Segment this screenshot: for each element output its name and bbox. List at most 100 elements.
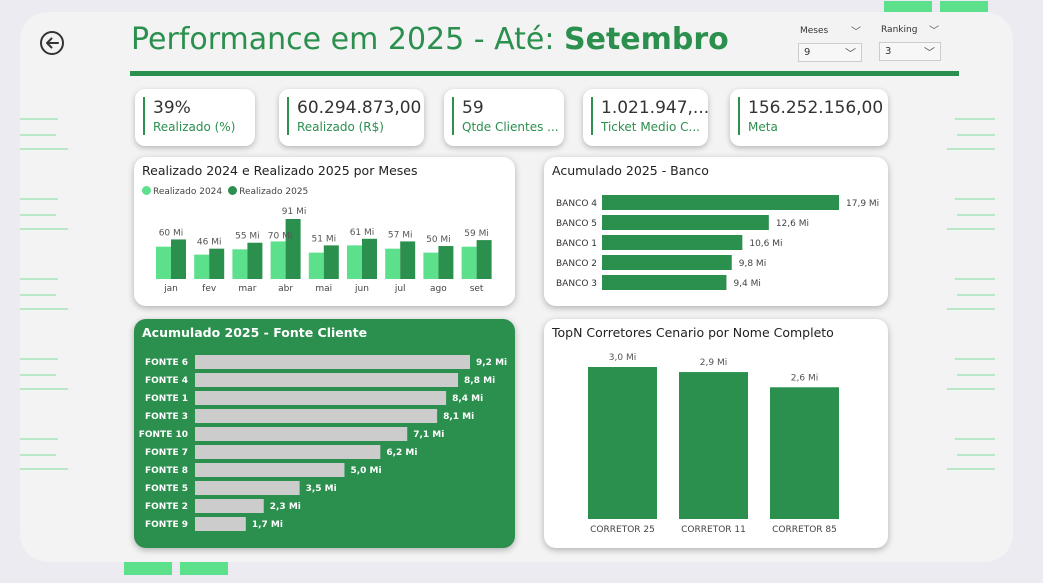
ranking-dropdown[interactable]: 3 ﹀ xyxy=(879,42,941,61)
side-line xyxy=(947,308,995,310)
x-tick-label: fev xyxy=(202,284,217,294)
page-title: Performance em 2025 - Até: Setembro xyxy=(131,22,729,57)
kpi-label: Realizado (%) xyxy=(153,120,236,134)
bottom-accent-bar xyxy=(180,561,228,575)
x-tick-label: CORRETOR 25 xyxy=(590,525,655,535)
bar-fonte-8[interactable] xyxy=(195,463,345,477)
side-line xyxy=(957,454,995,456)
kpi-card-realizado-rs[interactable]: 60.294.873,00 Realizado (R$) xyxy=(279,89,424,146)
bar-abr-2024[interactable] xyxy=(270,241,286,279)
bottom-accent-bar xyxy=(124,561,172,575)
monthly-bar-chart[interactable]: 60 Mi jan 46 Mi fev 55 Mi mar 70 Mi 91 Mi abr 51 … xyxy=(134,157,515,306)
x-tick-label: set xyxy=(470,284,484,294)
bar-mar-2024[interactable] xyxy=(232,249,248,279)
bar-jan-2025[interactable] xyxy=(171,239,186,279)
y-tick-label: FONTE 5 xyxy=(145,484,188,494)
bar-corretor-85[interactable] xyxy=(770,387,839,519)
y-tick-label: FONTE 2 xyxy=(145,502,188,512)
legend-dot-icon xyxy=(142,186,151,195)
chart-title: Acumulado 2025 - Fonte Cliente xyxy=(142,325,368,340)
legend-label: Realizado 2025 xyxy=(239,187,309,197)
side-line xyxy=(20,308,68,310)
bar-corretor-11[interactable] xyxy=(679,372,748,519)
bar-corretor-25[interactable] xyxy=(588,367,657,519)
bar-set-2025[interactable] xyxy=(476,240,492,279)
kpi-card-realizado-pct[interactable]: 39% Realizado (%) xyxy=(135,89,255,146)
bar-fonte-2[interactable] xyxy=(195,499,264,513)
y-tick-label: BANCO 3 xyxy=(556,279,597,289)
title-underline xyxy=(130,71,959,76)
kpi-label: Meta xyxy=(748,120,778,134)
bar-banco-2[interactable] xyxy=(602,255,732,270)
x-tick-label: mar xyxy=(238,284,256,294)
side-line xyxy=(955,358,995,360)
side-line xyxy=(20,198,58,200)
side-line xyxy=(957,294,995,296)
chart-card-banco[interactable]: Acumulado 2025 - Banco BANCO 4 17,9 Mi BAN… xyxy=(544,157,888,306)
kpi-value: 39% xyxy=(153,98,191,118)
bar-banco-1[interactable] xyxy=(602,235,743,250)
side-line xyxy=(20,228,68,230)
chevron-down-icon: ﹀ xyxy=(845,47,856,60)
meses-dropdown[interactable]: 9 ﹀ xyxy=(798,43,862,62)
bar-abr-2025[interactable] xyxy=(285,219,301,279)
y-tick-label: FONTE 7 xyxy=(145,448,188,458)
bar-jun-2024[interactable] xyxy=(347,245,362,279)
bar-fonte-3[interactable] xyxy=(195,409,438,423)
data-label: 2,9 Mi xyxy=(700,358,727,368)
chart-card-fonte-cliente[interactable]: Acumulado 2025 - Fonte Cliente FONTE 6 9,… xyxy=(134,319,515,548)
fonte-cliente-bar-chart[interactable]: FONTE 6 9,2 Mi FONTE 4 8,8 Mi FONTE 1 8,4 Mi F… xyxy=(134,319,515,548)
legend-item-2025[interactable]: Realizado 2025 xyxy=(228,186,308,197)
bar-ago-2024[interactable] xyxy=(423,252,439,279)
bar-ago-2025[interactable] xyxy=(438,246,454,279)
legend-item-2024[interactable]: Realizado 2024 xyxy=(142,186,222,197)
bar-fev-2024[interactable] xyxy=(194,254,210,279)
kpi-card-qtde-clientes[interactable]: 59 Qtde Clientes ... xyxy=(444,89,564,146)
x-tick-label: CORRETOR 11 xyxy=(681,525,746,535)
bar-fonte-5[interactable] xyxy=(195,481,300,495)
bar-jun-2025[interactable] xyxy=(362,238,377,279)
bar-mar-2025[interactable] xyxy=(247,242,263,279)
y-tick-label: BANCO 1 xyxy=(556,239,597,249)
kpi-label: Qtde Clientes ... xyxy=(462,120,559,134)
corretores-bar-chart[interactable]: 3,0 Mi CORRETOR 25 2,9 Mi CORRETOR 11 2,6 Mi… xyxy=(544,319,888,548)
bar-banco-4[interactable] xyxy=(602,195,839,210)
bar-fonte-10[interactable] xyxy=(195,427,408,441)
bar-banco-5[interactable] xyxy=(602,215,769,230)
bar-jan-2024[interactable] xyxy=(156,246,171,279)
data-label: 8,4 Mi xyxy=(452,394,483,404)
side-line xyxy=(20,278,58,280)
bar-mai-2025[interactable] xyxy=(323,245,339,279)
bar-fonte-6[interactable] xyxy=(195,355,470,369)
kpi-accent xyxy=(591,97,593,135)
data-label: 50 Mi xyxy=(426,235,451,245)
side-line xyxy=(20,374,56,376)
back-arrow-icon xyxy=(40,31,64,55)
meses-collapse-icon[interactable]: ﹀ xyxy=(851,27,861,38)
data-label: 3,0 Mi xyxy=(609,353,636,363)
bar-fev-2025[interactable] xyxy=(209,248,225,279)
bar-jul-2025[interactable] xyxy=(400,241,416,279)
ranking-collapse-icon[interactable]: ﹀ xyxy=(929,26,939,37)
data-label: 51 Mi xyxy=(312,234,337,244)
chart-card-monthly[interactable]: Realizado 2024 e Realizado 2025 por Mese… xyxy=(134,157,515,306)
bar-fonte-4[interactable] xyxy=(195,373,459,387)
side-line xyxy=(20,148,68,150)
bar-fonte-7[interactable] xyxy=(195,445,381,459)
chart-card-corretores[interactable]: TopN Corretores Cenario por Nome Complet… xyxy=(544,319,888,548)
bar-mai-2024[interactable] xyxy=(308,252,324,279)
bar-fonte-9[interactable] xyxy=(195,517,246,531)
kpi-card-meta[interactable]: 156.252.156,00 Meta xyxy=(730,89,888,146)
data-label: 59 Mi xyxy=(464,229,489,239)
page-title-prefix: Performance em 2025 - Até: xyxy=(131,22,555,57)
data-label: 61 Mi xyxy=(350,228,375,238)
bar-banco-3[interactable] xyxy=(602,275,727,290)
data-label: 57 Mi xyxy=(388,230,413,240)
y-tick-label: FONTE 9 xyxy=(145,520,188,530)
bar-set-2024[interactable] xyxy=(461,246,477,279)
back-button[interactable] xyxy=(39,30,65,56)
bar-jul-2024[interactable] xyxy=(385,248,401,279)
kpi-card-ticket-medio[interactable]: 1.021.947,... Ticket Medio C... xyxy=(583,89,708,146)
banco-bar-chart[interactable]: BANCO 4 17,9 Mi BANCO 5 12,6 Mi BANCO 1 10,6 … xyxy=(544,157,888,306)
bar-fonte-1[interactable] xyxy=(195,391,447,405)
